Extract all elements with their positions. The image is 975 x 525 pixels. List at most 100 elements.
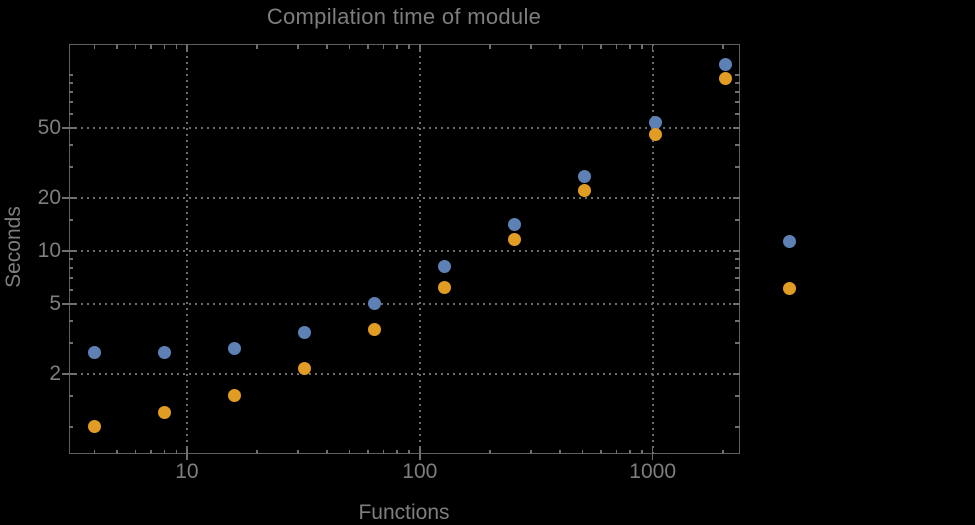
data-point-series-1 bbox=[298, 325, 312, 339]
data-point-series-1 bbox=[157, 345, 171, 359]
x-tick-label: 100 bbox=[402, 460, 438, 483]
x-minor-tick bbox=[175, 449, 178, 454]
y-minor-tick bbox=[68, 426, 73, 428]
x-minor-tick bbox=[559, 449, 561, 454]
y-major-tick bbox=[62, 127, 76, 129]
y-minor-tick-right bbox=[735, 258, 740, 260]
y-minor-tick bbox=[68, 277, 73, 279]
data-point-series-2 bbox=[648, 127, 662, 141]
y-minor-tick bbox=[68, 82, 73, 84]
x-tick-label: 1000 bbox=[629, 460, 677, 483]
data-point-series-1 bbox=[508, 217, 522, 231]
y-minor-tick bbox=[68, 166, 73, 168]
data-point-series-2 bbox=[578, 184, 592, 198]
y-major-tick-right bbox=[732, 127, 740, 129]
data-point-series-2 bbox=[438, 280, 452, 294]
x-minor-tick-top bbox=[629, 44, 631, 49]
data-point-series-1 bbox=[87, 345, 101, 359]
gridline-y-2 bbox=[68, 372, 740, 375]
x-minor-tick-top bbox=[382, 44, 385, 49]
data-point-series-1 bbox=[718, 57, 732, 71]
y-minor-tick-right bbox=[735, 219, 740, 221]
y-minor-tick bbox=[68, 74, 73, 76]
gridline-x-100 bbox=[418, 44, 421, 454]
y-minor-tick-right bbox=[735, 113, 740, 115]
data-point-series-2 bbox=[87, 420, 101, 434]
x-minor-tick-top bbox=[150, 44, 152, 49]
data-point-series-1 bbox=[648, 115, 662, 129]
y-minor-tick bbox=[68, 320, 73, 322]
y-minor-tick-right bbox=[735, 320, 740, 322]
x-minor-tick bbox=[256, 449, 258, 454]
x-minor-tick-top bbox=[615, 44, 618, 49]
y-major-tick-right bbox=[732, 373, 740, 375]
x-minor-tick-top bbox=[489, 44, 491, 49]
x-minor-tick bbox=[530, 449, 532, 454]
y-minor-tick bbox=[68, 113, 73, 115]
data-point-series-2 bbox=[227, 389, 241, 403]
x-minor-tick-top bbox=[408, 44, 410, 49]
x-minor-tick bbox=[641, 449, 643, 454]
y-minor-tick-right bbox=[735, 101, 740, 103]
y-minor-tick-right bbox=[735, 74, 740, 76]
x-minor-tick bbox=[93, 449, 96, 454]
x-minor-tick bbox=[581, 449, 584, 454]
x-minor-tick bbox=[297, 449, 299, 454]
y-minor-tick bbox=[68, 395, 73, 397]
y-major-tick bbox=[62, 250, 76, 252]
y-tick-label: 5 bbox=[49, 291, 61, 315]
x-minor-tick bbox=[163, 449, 166, 454]
data-point-series-1 bbox=[227, 341, 241, 355]
gridline-x-1000 bbox=[651, 44, 654, 454]
data-point-series-1 bbox=[368, 297, 382, 311]
x-minor-tick bbox=[326, 449, 328, 454]
data-point-series-2 bbox=[508, 233, 522, 247]
y-minor-tick-right bbox=[735, 426, 740, 428]
y-minor-tick-right bbox=[735, 289, 740, 291]
data-point-series-1 bbox=[578, 169, 592, 183]
x-minor-tick bbox=[600, 449, 602, 454]
x-minor-tick-top bbox=[367, 44, 369, 49]
x-minor-tick bbox=[367, 449, 369, 454]
x-tick-label: 10 bbox=[175, 460, 199, 483]
y-major-tick-right bbox=[732, 197, 740, 199]
x-minor-tick-top bbox=[326, 44, 328, 49]
x-minor-tick bbox=[615, 449, 618, 454]
y-tick-label: 2 bbox=[49, 361, 61, 385]
x-minor-tick-top bbox=[641, 44, 643, 49]
x-major-tick-top bbox=[419, 44, 421, 51]
y-tick-label: 50 bbox=[37, 115, 61, 139]
x-minor-tick bbox=[116, 449, 118, 454]
y-minor-tick bbox=[68, 219, 73, 221]
x-major-tick bbox=[651, 447, 654, 460]
y-minor-tick bbox=[68, 144, 73, 146]
x-minor-tick bbox=[489, 449, 491, 454]
data-point-series-1 bbox=[438, 259, 452, 273]
y-minor-tick-right bbox=[735, 166, 740, 168]
y-tick-label: 20 bbox=[37, 185, 61, 209]
x-minor-tick-top bbox=[256, 44, 258, 49]
chart-title: Compilation time of module bbox=[266, 4, 542, 29]
y-minor-tick-right bbox=[735, 342, 740, 344]
gridline-y-20 bbox=[68, 196, 740, 199]
gridline-x-10 bbox=[185, 44, 188, 454]
y-minor-tick bbox=[68, 258, 73, 260]
x-minor-tick-top bbox=[175, 44, 178, 49]
x-minor-tick-top bbox=[396, 44, 398, 49]
y-minor-tick-right bbox=[735, 82, 740, 84]
y-major-tick bbox=[62, 197, 76, 199]
data-point-series-2 bbox=[718, 72, 732, 86]
x-minor-tick bbox=[134, 449, 137, 454]
y-minor-tick-right bbox=[735, 277, 740, 279]
y-minor-tick-right bbox=[735, 267, 740, 269]
x-minor-tick bbox=[150, 449, 152, 454]
x-minor-tick-top bbox=[600, 44, 602, 49]
y-minor-tick bbox=[68, 342, 73, 344]
plot-area-frame bbox=[68, 44, 740, 454]
x-minor-tick bbox=[348, 449, 351, 454]
y-minor-tick bbox=[68, 91, 73, 93]
x-major-tick-top bbox=[186, 44, 188, 51]
y-minor-tick bbox=[68, 267, 73, 269]
legend-marker-series-1 bbox=[783, 234, 796, 248]
